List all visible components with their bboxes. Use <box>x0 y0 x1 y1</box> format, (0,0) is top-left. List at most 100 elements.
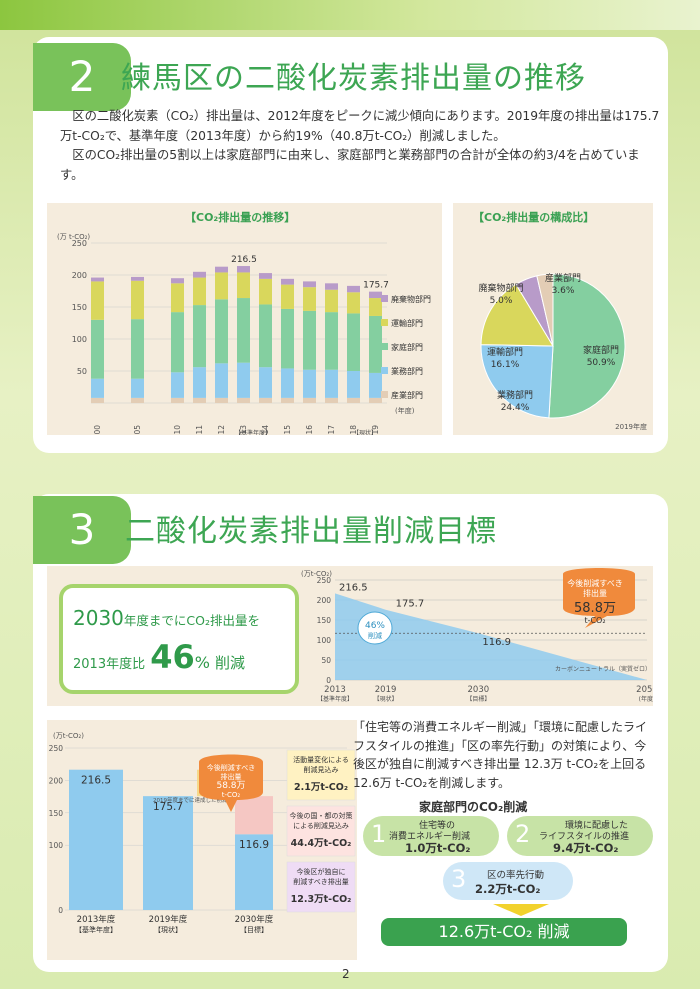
reduction-box-line1: 今後区が独自に <box>297 867 346 876</box>
carbon-neutral-label: カーボンニュートラル（実質ゼロ） <box>555 665 651 673</box>
bar-segment-家庭部門 <box>171 312 184 373</box>
bar-segment-業務部門 <box>303 369 316 398</box>
trend-y-tick: 200 <box>317 596 332 605</box>
reduction-box-line2: による削減見込み <box>293 821 349 830</box>
bar-segment-運輸部門 <box>193 277 206 306</box>
target-y-tick: 150 <box>49 809 64 818</box>
top-stripe <box>0 0 700 30</box>
trend-x-tick: 2013 <box>324 685 346 695</box>
bar-segment-廃棄物部門 <box>171 278 184 284</box>
target-bar-label: 2013年度 <box>77 914 116 925</box>
pie-label: 家庭部門 <box>583 344 619 356</box>
target-bar-chart: (万t-CO₂) 250 200 150 100 0 216.5 2013年度【基準年度】 17… <box>49 732 356 934</box>
bar-segment-家庭部門 <box>303 310 316 370</box>
bar-segment-運輸部門 <box>91 281 104 320</box>
section2-card: 2 練馬区の二酸化炭素排出量の推移 区の二酸化炭素（CO₂）排出量は、2012年… <box>33 37 668 453</box>
x-tick-label: 2000 <box>93 425 102 435</box>
reduction-box-line2: 削減すべき排出量 <box>293 877 349 886</box>
bar-segment-産業部門 <box>171 397 184 403</box>
trend-x-sub: 【目標】 <box>466 695 490 703</box>
reduction-box-line2: 削減見込み <box>304 765 339 774</box>
reduction-box <box>286 749 356 801</box>
target-bubble-line: 今後削減すべき <box>207 763 256 772</box>
bar-segment-業務部門 <box>259 367 272 398</box>
goal-base: 2013年度比 <box>73 657 146 672</box>
bar-segment-廃棄物部門 <box>369 291 382 299</box>
bar-segment-産業部門 <box>303 397 316 403</box>
reduction-box-value: 12.3万t-CO₂ <box>291 894 352 905</box>
pie-chart-title: 【CO₂排出量の構成比】 <box>473 211 595 224</box>
section3-number: 3 <box>33 496 131 564</box>
y-tick-label: 100 <box>72 335 87 344</box>
bar-segment-家庭部門 <box>193 305 206 368</box>
pie-value: 3.6% <box>552 286 575 296</box>
measures-description: 「住宅等の消費エネルギー削減」「環境に配慮したライフスタイルの推進」「区の率先行… <box>353 720 648 790</box>
measure-2-number: 2 <box>515 820 531 848</box>
x-tick-label: 2014 <box>261 425 270 435</box>
measure-1-number: 1 <box>371 820 387 848</box>
x-tick-label: 2018 <box>349 425 358 435</box>
pie-slice-業務部門 <box>480 344 554 419</box>
x-tick-label: 2019 <box>371 425 380 435</box>
co2-trend-bar-chart: (万 t-CO₂) 50 100 150 200 250 2000 2005 2010 2011 2… <box>57 233 431 435</box>
section2-para2: 区のCO₂排出量の5割以上は家庭部門に由来し、家庭部門と業務部門の合計が全体の約… <box>60 148 640 182</box>
reduction-box-line1: 活動量変化による <box>293 755 349 764</box>
bar-segment-業務部門 <box>237 362 250 398</box>
bar-segment-廃棄物部門 <box>131 276 144 281</box>
pie-slice-産業部門 <box>536 273 554 347</box>
y-tick-label: 250 <box>72 239 87 248</box>
target-y-tick: 200 <box>49 776 64 785</box>
legend-swatch <box>381 319 388 326</box>
remaining-bubble <box>563 568 635 628</box>
bar-segment-廃棄物部門 <box>281 278 294 285</box>
bar-segment-産業部門 <box>325 397 338 403</box>
measure-3-line1: 区の率先行動 <box>487 870 545 881</box>
trend-x-tick: 2019 <box>375 685 397 695</box>
bar-segment-廃棄物部門 <box>237 266 250 273</box>
y-tick-label: 150 <box>72 303 87 312</box>
measure-2: 2 環境に配慮した ライフスタイルの推進 9.4万t-CO₂ <box>507 816 653 856</box>
bar-segment-産業部門 <box>281 397 294 403</box>
bar-segment-運輸部門 <box>325 289 338 313</box>
target-unit: (万t-CO₂) <box>53 732 84 740</box>
trend-y-tick: 250 <box>317 576 332 585</box>
measure-1: 1 住宅等の 消費エネルギー削減 1.0万t-CO₂ <box>363 816 499 856</box>
x-tick-label: 2016 <box>305 425 314 435</box>
legend-label: 業務部門 <box>391 366 423 376</box>
x-tick-label: 2015 <box>283 425 292 435</box>
measure-2-value: 9.4万t-CO₂ <box>553 841 619 855</box>
bar-segment-家庭部門 <box>369 315 382 373</box>
x-tick-label: 2013 <box>239 425 248 435</box>
measure-1-value: 1.0万t-CO₂ <box>405 841 471 855</box>
bar-segment-運輸部門 <box>259 278 272 305</box>
bubble-value: 58.8万 <box>574 601 616 616</box>
pie-year: 2019年度 <box>615 422 647 431</box>
bar-segment-業務部門 <box>193 367 206 398</box>
bar-segment-廃棄物部門 <box>259 273 272 279</box>
legend-label: 産業部門 <box>391 390 423 400</box>
target-bubble-line: 排出量 <box>221 772 242 781</box>
pie-label: 産業部門 <box>545 272 581 284</box>
bar-segment-産業部門 <box>259 397 272 403</box>
bar-segment-業務部門 <box>91 378 104 398</box>
bar-segment-運輸部門 <box>369 298 382 316</box>
measure-1-line2: 消費エネルギー削減 <box>389 832 471 842</box>
measure-3-value: 2.2万t-CO₂ <box>475 882 541 896</box>
goal-year: 2030 <box>73 606 124 630</box>
target-bubble <box>199 754 263 812</box>
bar-segment-産業部門 <box>91 397 104 403</box>
base-year-note: 【基準年度】 <box>235 429 271 435</box>
bar-segment-廃棄物部門 <box>91 277 104 282</box>
bar-segment-廃棄物部門 <box>303 281 316 288</box>
x-tick-label: 2011 <box>195 425 204 435</box>
legend-swatch <box>381 295 388 302</box>
bar-segment-運輸部門 <box>281 284 294 309</box>
bar-segment-産業部門 <box>193 397 206 403</box>
goal-percent: 46 <box>150 638 195 676</box>
x-tick-label: 2005 <box>133 425 142 435</box>
target-bar-label: 2019年度 <box>149 914 188 925</box>
achieved-note: 2019年度までに達成した削減量 <box>153 796 233 804</box>
section2-number: 2 <box>33 43 131 111</box>
measure-3: 3 区の率先行動 2.2万t-CO₂ <box>443 862 573 900</box>
bar-segment-運輸部門 <box>171 283 184 313</box>
